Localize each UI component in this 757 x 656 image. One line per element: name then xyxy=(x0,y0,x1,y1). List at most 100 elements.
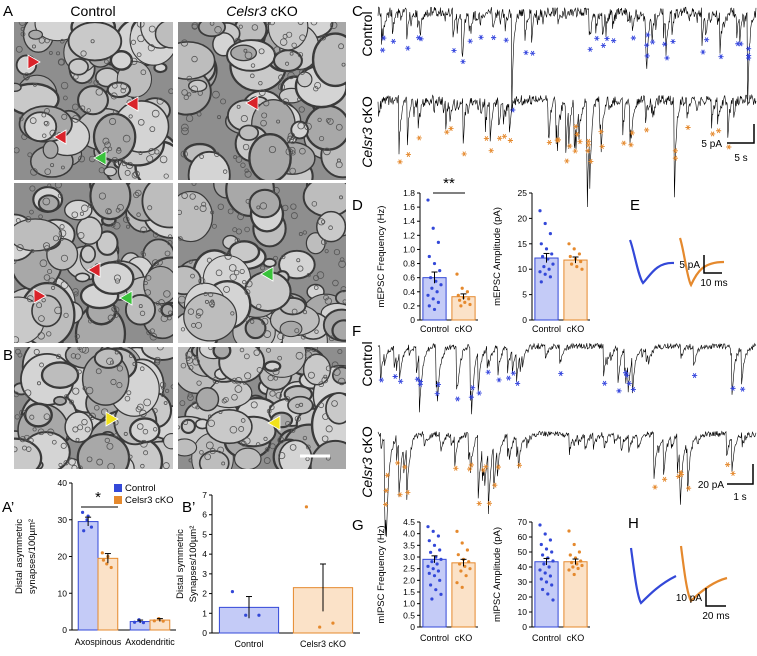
vesicle xyxy=(231,393,238,401)
vesicle xyxy=(58,59,65,66)
vesicle xyxy=(178,236,183,241)
y-tick-label: 0 xyxy=(202,628,207,638)
data-point xyxy=(567,242,571,246)
vesicle xyxy=(44,38,50,44)
vesicle xyxy=(112,110,118,115)
genotype: cKO xyxy=(359,96,375,123)
legend-label: Celsr3 cKO xyxy=(125,495,174,506)
vesicle xyxy=(250,63,256,68)
organelle xyxy=(67,22,123,62)
data-point xyxy=(576,566,580,571)
vesicle xyxy=(126,390,132,396)
data-point xyxy=(547,267,551,271)
vesicle xyxy=(135,189,142,197)
data-point xyxy=(431,567,435,571)
data-point xyxy=(467,560,471,564)
data-point xyxy=(459,569,463,573)
data-point xyxy=(304,505,309,509)
y-tick-label: 40 xyxy=(518,562,528,572)
data-point xyxy=(432,574,437,578)
vesicle xyxy=(302,310,308,315)
data-point xyxy=(543,532,547,536)
x-tick-label: Control xyxy=(532,633,561,643)
vesicle xyxy=(51,439,57,445)
trace xyxy=(377,430,757,537)
vesicle xyxy=(102,137,110,145)
vesicle xyxy=(185,351,193,359)
vesicle xyxy=(140,69,147,76)
vesicle xyxy=(60,281,69,289)
vesicle xyxy=(191,23,198,30)
vesicle xyxy=(122,216,130,223)
vesicle xyxy=(56,353,62,360)
vesicle xyxy=(189,193,196,200)
average-trace xyxy=(628,239,675,285)
event-marker xyxy=(501,133,507,139)
y-tick-label: 3.5 xyxy=(403,540,415,550)
trace xyxy=(377,6,757,111)
vesicle xyxy=(74,333,80,340)
data-point xyxy=(436,240,440,244)
vesicle xyxy=(331,400,338,407)
vesicle xyxy=(72,426,79,433)
event-marker xyxy=(383,488,389,494)
vesicle xyxy=(327,118,334,125)
vesicle xyxy=(117,204,124,211)
event-marker xyxy=(594,35,600,41)
vesicle xyxy=(47,183,52,188)
event-marker xyxy=(600,42,606,48)
vesicle xyxy=(342,299,346,304)
vesicle xyxy=(15,45,23,53)
organelle xyxy=(228,240,261,264)
y-axis-label: Distal asymmetric xyxy=(14,519,25,594)
vesicle xyxy=(341,62,346,67)
event-marker xyxy=(506,375,512,381)
vesicle xyxy=(282,204,289,212)
data-point xyxy=(80,510,85,514)
vesicle xyxy=(269,443,276,450)
organelle xyxy=(109,50,134,71)
vesicle xyxy=(137,34,145,43)
vesicle xyxy=(14,446,18,453)
event-marker xyxy=(397,492,403,498)
trace-label: Celsr3 cKO xyxy=(359,426,375,498)
vesicle xyxy=(233,269,240,276)
vesicle xyxy=(275,392,283,399)
vesicle xyxy=(336,158,341,163)
vesicle xyxy=(328,335,335,342)
vesicle xyxy=(310,347,319,352)
event-marker xyxy=(602,380,608,386)
vesicle xyxy=(190,273,195,279)
data-point xyxy=(541,553,545,557)
bar xyxy=(97,557,119,631)
vesicle xyxy=(197,90,203,96)
vesicle xyxy=(71,115,80,123)
vesicle xyxy=(297,265,304,272)
vesicle xyxy=(187,92,192,97)
vesicle xyxy=(77,424,84,431)
event-marker xyxy=(491,35,497,41)
organelle xyxy=(205,409,253,445)
event-marker xyxy=(567,143,573,149)
vesicle xyxy=(320,34,327,41)
event-marker xyxy=(523,50,529,56)
data-point xyxy=(465,548,469,552)
arrowhead xyxy=(125,96,139,112)
vesicle xyxy=(43,274,51,281)
data-point xyxy=(82,529,86,533)
vesicle xyxy=(116,382,123,389)
event-marker xyxy=(672,148,678,154)
vesicle xyxy=(95,368,102,375)
vesicle xyxy=(63,312,69,318)
event-marker xyxy=(644,42,650,48)
vesicle xyxy=(221,461,226,466)
vesicle xyxy=(56,51,61,56)
vesicle xyxy=(137,119,145,126)
scale-label: 20 pA xyxy=(698,480,724,491)
data-point xyxy=(572,572,576,577)
vesicle xyxy=(317,117,322,122)
data-point xyxy=(550,583,554,587)
vesicle xyxy=(73,74,79,80)
vesicle xyxy=(249,319,255,324)
